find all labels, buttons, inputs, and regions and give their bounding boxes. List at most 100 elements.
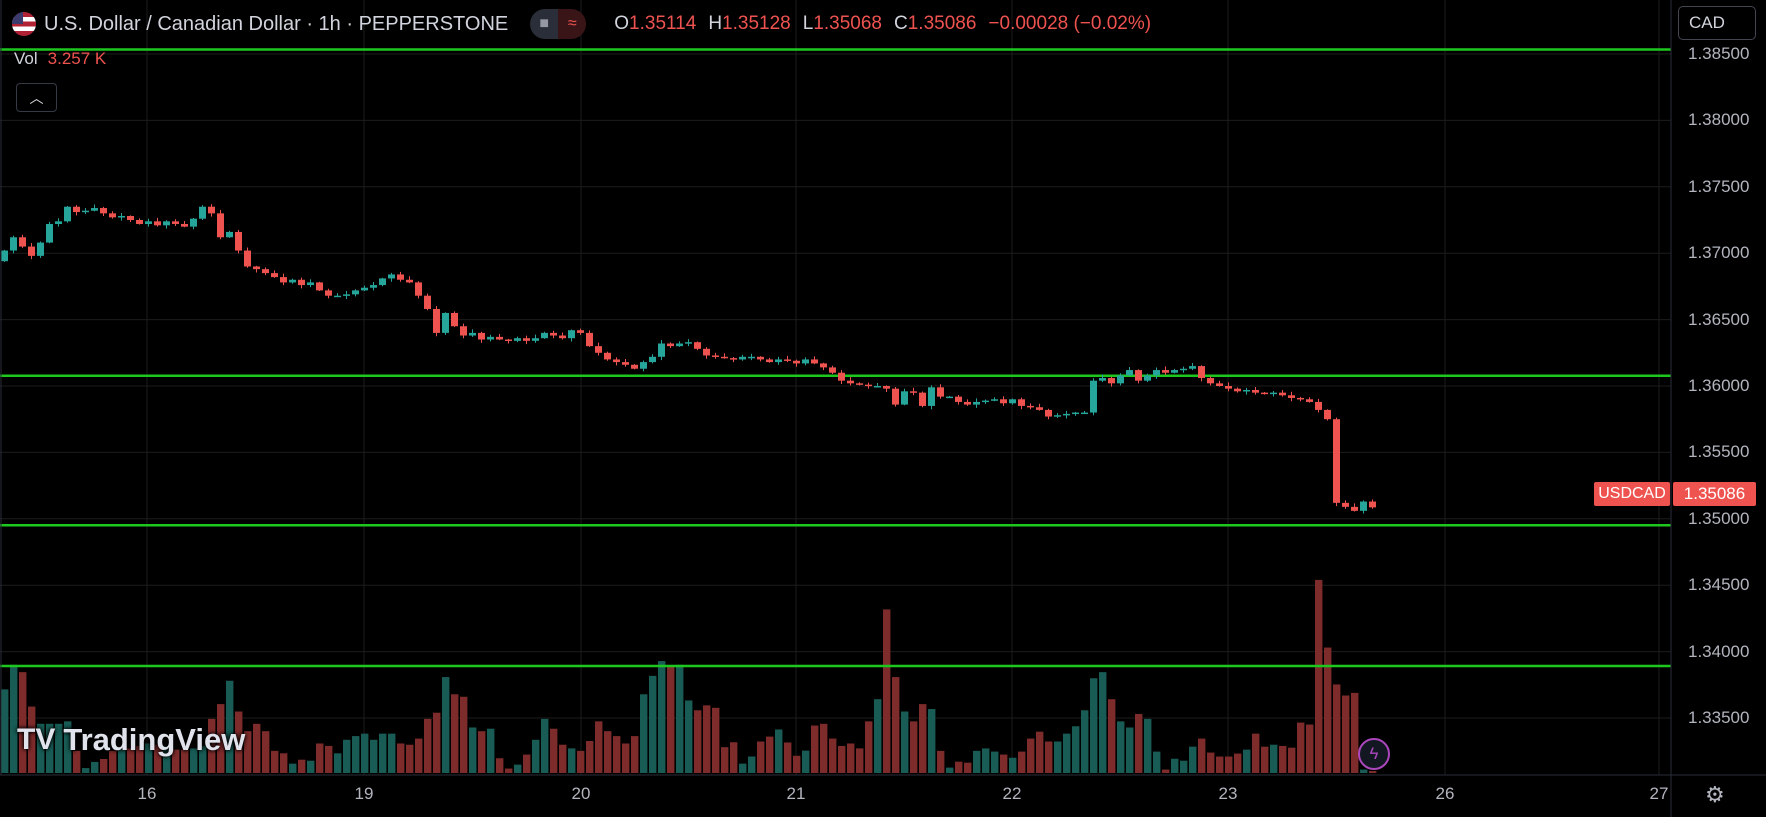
time-tick-label: 19 — [354, 784, 374, 803]
candle-body — [658, 343, 665, 357]
chevron-up-icon: ︿ — [29, 89, 44, 106]
candle-body — [271, 273, 278, 278]
volume-bar — [1117, 721, 1125, 773]
volume-bar — [28, 706, 36, 773]
volume-bar — [937, 750, 945, 773]
last-price-tag: 1.35086 — [1673, 482, 1756, 506]
gear-icon[interactable]: ⚙ — [1705, 782, 1725, 807]
currency-button[interactable]: CAD — [1678, 6, 1756, 40]
candle-body — [1297, 397, 1304, 400]
volume-bar — [424, 718, 432, 773]
volume-bar — [91, 761, 99, 773]
volume-bar — [118, 748, 126, 773]
volume-bar — [622, 743, 630, 773]
volume-bar — [361, 733, 369, 773]
volume-label: Vol — [14, 49, 38, 68]
candle-body — [415, 282, 422, 296]
volume-bar — [109, 750, 117, 773]
candle-body — [766, 359, 773, 363]
candle-body — [874, 386, 881, 388]
volume-bar — [703, 705, 711, 773]
volume-bar — [1216, 756, 1224, 773]
time-tick-label: 27 — [1649, 784, 1669, 803]
candle-body — [217, 213, 224, 238]
time-tick-label: 23 — [1218, 784, 1238, 803]
candle-body — [928, 387, 935, 406]
collapse-legend-button[interactable]: ︿ — [16, 83, 57, 112]
candle-body — [1135, 370, 1142, 381]
square-icon[interactable]: ■ — [530, 9, 559, 39]
volume-bar — [10, 664, 18, 773]
volume-bar — [1351, 692, 1359, 773]
volume-bar — [874, 699, 882, 773]
candle-body — [649, 356, 656, 363]
volume-bar — [559, 744, 567, 773]
volume-legend[interactable]: Vol 3.257 K — [14, 49, 106, 69]
candle-body — [910, 391, 917, 393]
candle-body — [532, 338, 539, 341]
indicator-pill[interactable]: ■ ≈ — [530, 9, 587, 39]
volume-bar — [163, 745, 171, 773]
volume-bar — [1243, 749, 1251, 773]
time-tick-label: 26 — [1435, 784, 1455, 803]
low-value: 1.35068 — [813, 13, 882, 34]
candle-body — [163, 221, 170, 226]
candle-body — [631, 364, 638, 369]
volume-bar — [406, 744, 414, 773]
volume-bar — [271, 750, 279, 773]
candle-body — [1315, 401, 1322, 410]
candle-body — [1189, 366, 1196, 369]
lightning-icon[interactable]: ϟ — [1358, 738, 1390, 770]
candle-body — [811, 359, 818, 364]
symbol-title[interactable]: U.S. Dollar / Canadian Dollar · 1h · PEP… — [44, 12, 509, 35]
candle-body — [1270, 392, 1277, 395]
candle-body — [1171, 370, 1178, 373]
open-label: O — [614, 13, 630, 34]
candle-body — [829, 367, 836, 373]
price-tick-label: 1.33500 — [1688, 708, 1750, 727]
candle-body — [577, 330, 584, 333]
wave-icon[interactable]: ≈ — [558, 9, 587, 39]
candle-body — [1036, 407, 1043, 410]
volume-bar — [55, 723, 63, 773]
us-flag-icon — [12, 12, 36, 36]
candle-body — [235, 231, 242, 251]
volume-bar — [487, 728, 495, 773]
candle-body — [316, 282, 323, 291]
price-tick-label: 1.34000 — [1688, 641, 1750, 661]
candle-body — [262, 269, 269, 274]
candle-body — [469, 332, 476, 336]
volume-bar — [1036, 731, 1044, 773]
price-tick-label: 1.36000 — [1688, 376, 1750, 395]
candle-body — [1306, 399, 1313, 402]
candle-body — [1126, 370, 1133, 376]
tradingview-logo[interactable]: TV TradingView — [17, 722, 245, 758]
candle-body — [109, 213, 116, 218]
candle-body — [622, 362, 629, 365]
candle-body — [127, 216, 134, 220]
volume-bar — [316, 743, 324, 773]
volume-bar — [658, 661, 666, 773]
volume-bar — [1279, 745, 1287, 773]
volume-bar — [1333, 684, 1341, 773]
volume-bar — [595, 721, 603, 773]
candle-body — [550, 332, 557, 336]
volume-value: 3.257 K — [47, 49, 107, 68]
volume-bar — [919, 704, 927, 773]
volume-bar — [775, 729, 783, 773]
volume-bar — [613, 736, 621, 773]
candle-body — [541, 332, 548, 339]
candle-body — [298, 279, 305, 286]
candle-body — [1054, 415, 1061, 417]
candle-body — [937, 387, 944, 397]
volume-bar — [829, 738, 837, 773]
volume-bar — [721, 747, 729, 773]
volume-bar — [1054, 741, 1062, 773]
volume-bar — [757, 741, 765, 773]
volume-bar — [802, 750, 810, 773]
volume-bar — [865, 721, 873, 773]
volume-bar — [1342, 695, 1350, 773]
candle-body — [1342, 502, 1349, 507]
volume-bar — [235, 711, 243, 773]
